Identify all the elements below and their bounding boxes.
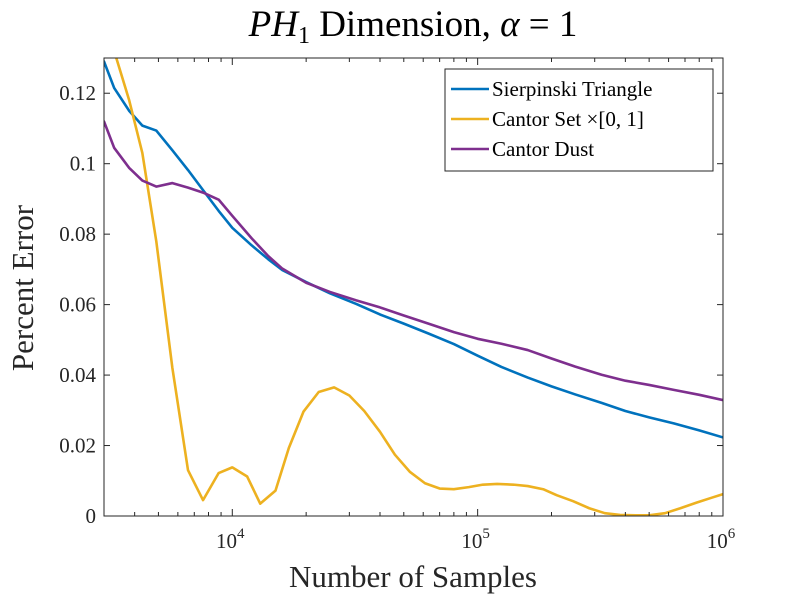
title-ph: PH (248, 4, 301, 45)
title-subscript: 1 (298, 23, 310, 49)
title-alpha: α (500, 4, 521, 45)
y-tick-label: 0.04 (59, 363, 96, 387)
y-tick-label: 0.12 (59, 81, 96, 105)
x-tick-exponent: 5 (482, 526, 490, 542)
title-suffix: = 1 (520, 4, 578, 45)
x-tick-exponent: 6 (728, 526, 736, 542)
y-tick-label: 0.06 (59, 293, 96, 317)
x-tick-label: 106 (707, 526, 736, 553)
y-tick-label: 0.08 (59, 222, 96, 246)
y-tick-label: 0 (86, 504, 97, 528)
legend-label-2: Cantor Set ×[0, 1] (492, 107, 644, 131)
chart-title: PH1 Dimension, α = 1 (248, 4, 578, 49)
x-tick-label: 104 (216, 526, 245, 553)
series-line-2 (114, 58, 723, 516)
y-axis-label: Percent Error (5, 204, 40, 371)
x-tick-base: 10 (461, 529, 482, 553)
x-tick-exponent: 4 (237, 526, 245, 542)
legend-box (444, 68, 714, 172)
series-line-1 (104, 60, 723, 439)
legend: Sierpinski Triangle Cantor Set ×[0, 1] Can… (444, 68, 714, 172)
legend-label-3: Cantor Dust (492, 137, 594, 161)
y-tick-label: 0.1 (70, 152, 96, 176)
y-tick-label: 0.02 (59, 434, 96, 458)
x-tick-base: 10 (707, 529, 728, 553)
axes-box (103, 57, 724, 517)
x-axis-label: Number of Samples (289, 559, 537, 594)
series-group (104, 58, 723, 516)
x-tick-label: 105 (461, 526, 490, 553)
series-line-3 (104, 120, 723, 402)
title-middle: Dimension, (310, 4, 500, 45)
x-tick-base: 10 (216, 529, 237, 553)
legend-label-1: Sierpinski Triangle (492, 77, 652, 101)
